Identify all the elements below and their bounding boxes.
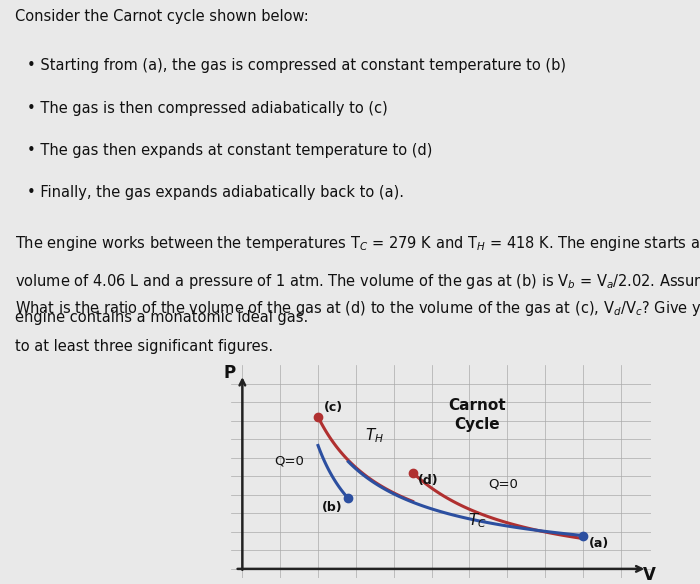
Text: volume of 4.06 L and a pressure of 1 atm. The volume of the gas at (b) is V$_b$ : volume of 4.06 L and a pressure of 1 atm… xyxy=(15,272,700,291)
Text: • Finally, the gas expands adiabatically back to (a).: • Finally, the gas expands adiabatically… xyxy=(27,186,404,200)
Text: P: P xyxy=(223,364,235,383)
Text: • Starting from (a), the gas is compressed at constant temperature to (b): • Starting from (a), the gas is compress… xyxy=(27,58,566,74)
Text: (a): (a) xyxy=(589,537,609,550)
Text: to at least three significant figures.: to at least three significant figures. xyxy=(15,339,274,354)
Text: (d): (d) xyxy=(419,474,439,488)
Text: engine contains a monatomic ideal gas.: engine contains a monatomic ideal gas. xyxy=(15,310,309,325)
Text: Carnot
Cycle: Carnot Cycle xyxy=(448,398,506,432)
Text: V: V xyxy=(643,566,655,584)
Text: The engine works between the temperatures T$_C$ = 279 K and T$_H$ = 418 K. The e: The engine works between the temperature… xyxy=(15,234,700,253)
Text: Q=0: Q=0 xyxy=(274,455,304,468)
Text: What is the ratio of the volume of the gas at (d) to the volume of the gas at (c: What is the ratio of the volume of the g… xyxy=(15,298,700,318)
Text: Q=0: Q=0 xyxy=(489,477,518,490)
Text: (b): (b) xyxy=(322,501,342,515)
Text: Consider the Carnot cycle shown below:: Consider the Carnot cycle shown below: xyxy=(15,9,309,24)
Text: $T_C$: $T_C$ xyxy=(468,512,486,530)
Text: • The gas is then compressed adiabatically to (c): • The gas is then compressed adiabatical… xyxy=(27,101,387,116)
Text: (c): (c) xyxy=(323,401,343,414)
Text: $T_H$: $T_H$ xyxy=(365,426,384,445)
Text: • The gas then expands at constant temperature to (d): • The gas then expands at constant tempe… xyxy=(27,143,432,158)
